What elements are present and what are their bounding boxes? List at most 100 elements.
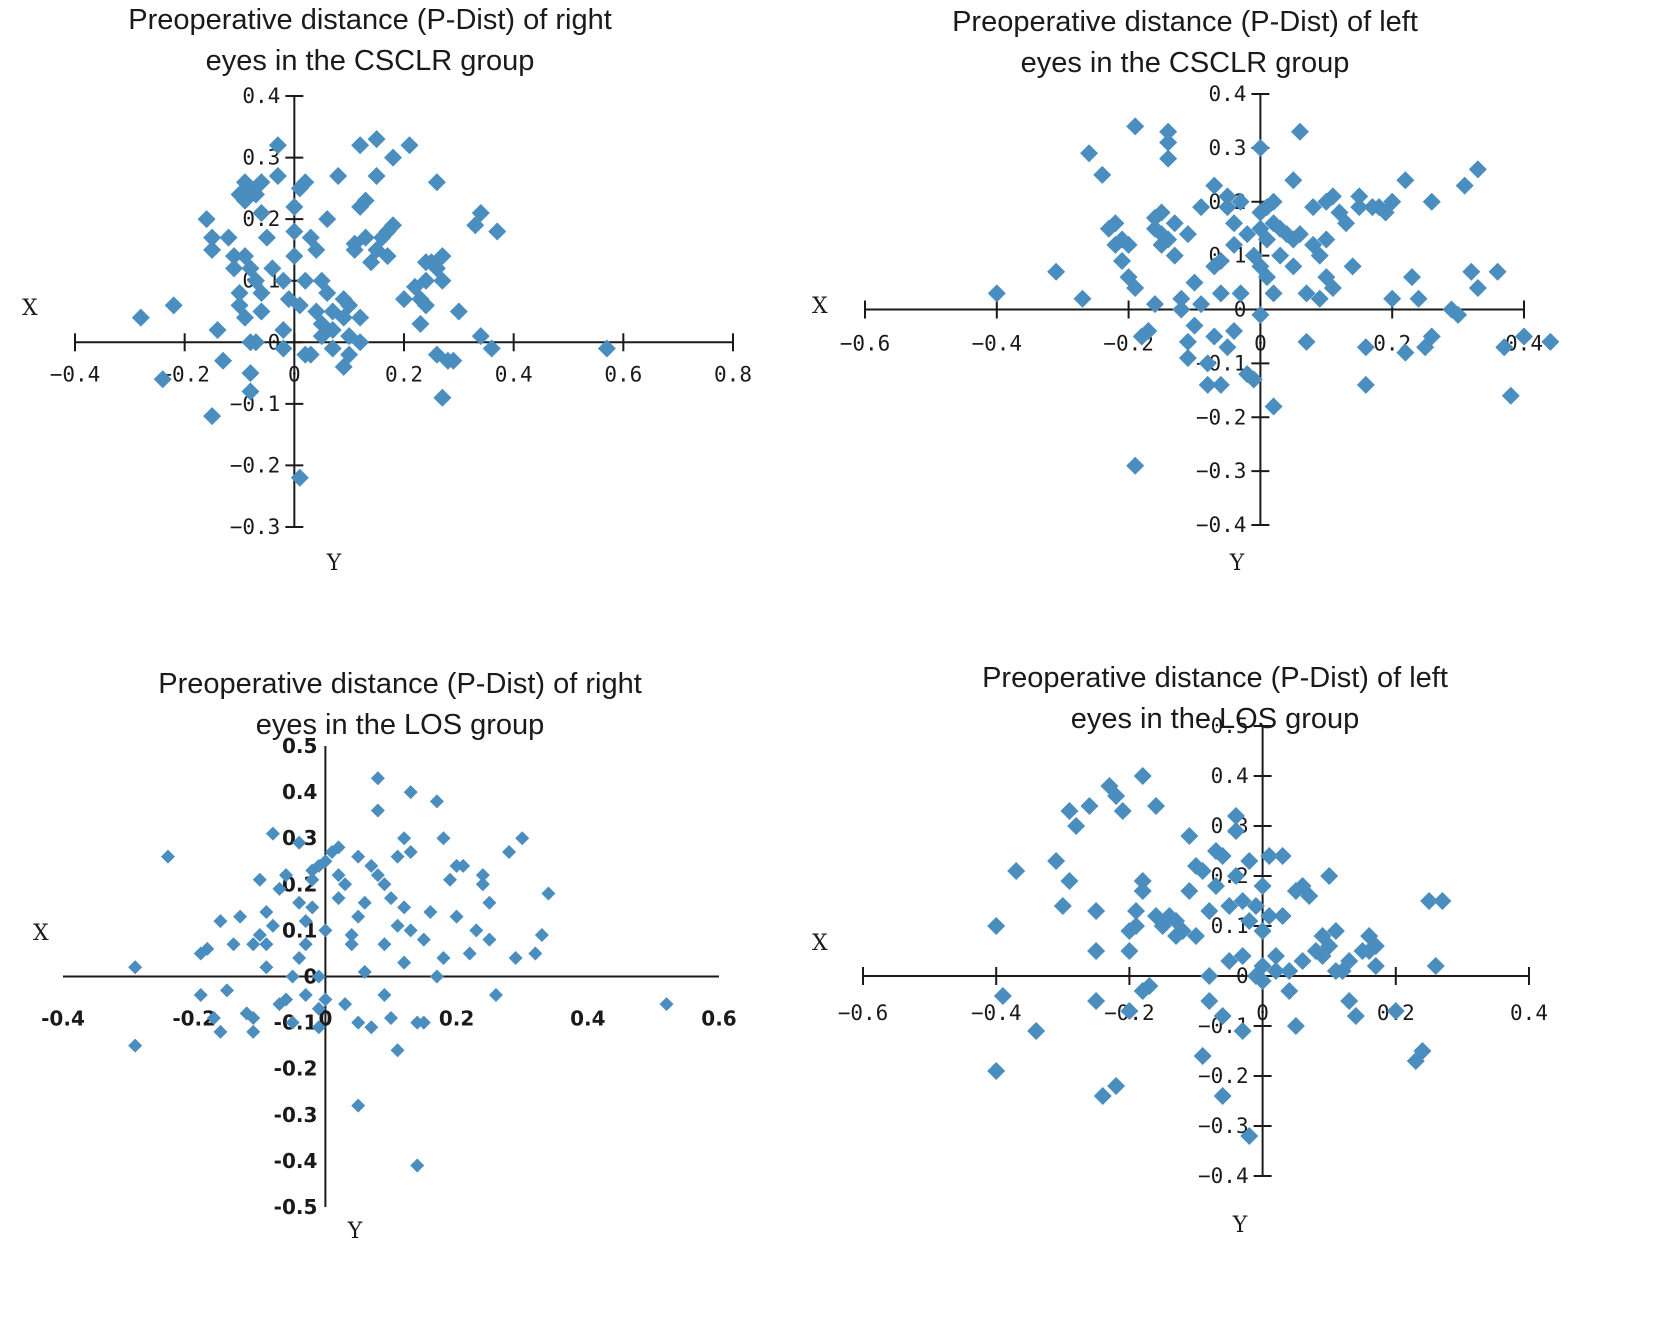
data-point	[1340, 992, 1359, 1010]
data-point	[340, 345, 359, 364]
data-point	[1139, 322, 1158, 341]
x-tick-label: −0.6	[840, 332, 891, 356]
data-point	[307, 240, 326, 259]
data-point	[357, 895, 372, 910]
data-point	[164, 296, 183, 315]
data-point	[1244, 370, 1263, 389]
data-point	[1266, 962, 1285, 980]
data-point	[1251, 219, 1270, 238]
data-point	[1187, 927, 1205, 945]
data-point	[1317, 230, 1336, 249]
y-tick-label: 0.4	[242, 84, 280, 108]
data-point	[1433, 892, 1452, 910]
x-tick-label: -0.4	[41, 1007, 85, 1031]
chart-title: Preoperative distance (P-Dist) of right …	[128, 4, 612, 77]
data-point	[1284, 257, 1303, 276]
data-point	[318, 210, 337, 229]
data-point	[1198, 375, 1217, 394]
data-point	[1251, 203, 1270, 222]
data-point	[203, 240, 222, 259]
data-point	[1420, 892, 1439, 910]
data-point	[528, 946, 543, 961]
data-point	[246, 1024, 261, 1039]
data-point	[1140, 977, 1159, 995]
data-point	[1340, 952, 1359, 970]
data-point	[1455, 176, 1474, 195]
data-point	[1253, 972, 1272, 990]
data-point	[265, 826, 280, 841]
data-point	[344, 928, 359, 943]
data-point	[1120, 1002, 1139, 1020]
data-point	[1293, 877, 1312, 895]
data-point	[1047, 852, 1066, 870]
data-point	[395, 290, 413, 309]
data-point	[1159, 122, 1178, 141]
data-point	[1238, 225, 1257, 244]
data-point	[1119, 235, 1138, 254]
data-point	[241, 179, 260, 198]
data-point	[252, 302, 271, 321]
data-point	[311, 969, 326, 984]
data-point	[1273, 907, 1292, 925]
y-tick-label: −0.3	[1198, 1114, 1249, 1138]
y-axis-label: Y	[326, 551, 342, 576]
data-point	[1260, 907, 1279, 925]
data-point	[279, 992, 294, 1007]
data-point	[279, 868, 294, 883]
data-point	[515, 831, 530, 846]
y-tick-label: -0.5	[274, 1195, 318, 1219]
data-point	[1225, 235, 1244, 254]
data-point	[160, 849, 175, 864]
data-point	[1346, 1007, 1365, 1025]
data-point	[433, 247, 452, 266]
data-point	[1317, 192, 1336, 211]
data-point	[390, 849, 405, 864]
data-point	[351, 1015, 366, 1030]
data-point	[1225, 322, 1244, 341]
data-point	[377, 987, 392, 1002]
data-point	[226, 937, 241, 952]
y-axis-label: Y	[347, 1219, 363, 1244]
x-tick-label: 0.8	[714, 362, 752, 386]
data-point	[220, 983, 234, 998]
data-point	[364, 858, 379, 873]
data-point	[197, 210, 216, 229]
data-point	[1173, 922, 1192, 940]
x-tick-label: 0	[1254, 332, 1267, 356]
data-point	[329, 167, 348, 186]
x-axis-label: X	[22, 296, 38, 321]
y-tick-label: 0.4	[282, 780, 317, 804]
data-point	[1167, 927, 1186, 945]
data-point	[241, 259, 260, 278]
chart-panel-left-cscl: Preoperative distance (P-Dist) of left e…	[812, 0, 1654, 620]
data-point	[433, 271, 452, 290]
data-point	[351, 308, 370, 327]
y-tick-label: 0.3	[1208, 136, 1246, 160]
data-point	[436, 831, 451, 846]
data-point	[423, 904, 438, 919]
data-point	[1053, 897, 1072, 915]
data-point	[193, 987, 208, 1002]
data-point	[290, 296, 309, 315]
data-point	[1266, 947, 1285, 965]
x-tick-label: −0.6	[838, 1001, 889, 1025]
data-point	[1120, 942, 1139, 960]
data-point	[1426, 957, 1445, 975]
data-point	[318, 854, 333, 869]
data-point	[469, 923, 484, 938]
data-point	[1413, 1042, 1432, 1060]
data-point	[252, 173, 271, 192]
data-point	[351, 1098, 366, 1113]
data-point	[1172, 300, 1191, 319]
data-point	[1132, 327, 1151, 346]
data-point	[268, 167, 287, 186]
scatter-plot: −0.6−0.4−0.200.20.4−0.4−0.3−0.2−0.100.10…	[812, 82, 1560, 576]
data-point	[1231, 192, 1250, 211]
data-point	[246, 185, 265, 204]
data-point	[1297, 284, 1316, 303]
data-point	[1240, 912, 1259, 930]
data-point	[1192, 198, 1211, 217]
data-point	[1120, 922, 1139, 940]
data-point	[225, 247, 244, 266]
data-point	[1093, 165, 1112, 184]
